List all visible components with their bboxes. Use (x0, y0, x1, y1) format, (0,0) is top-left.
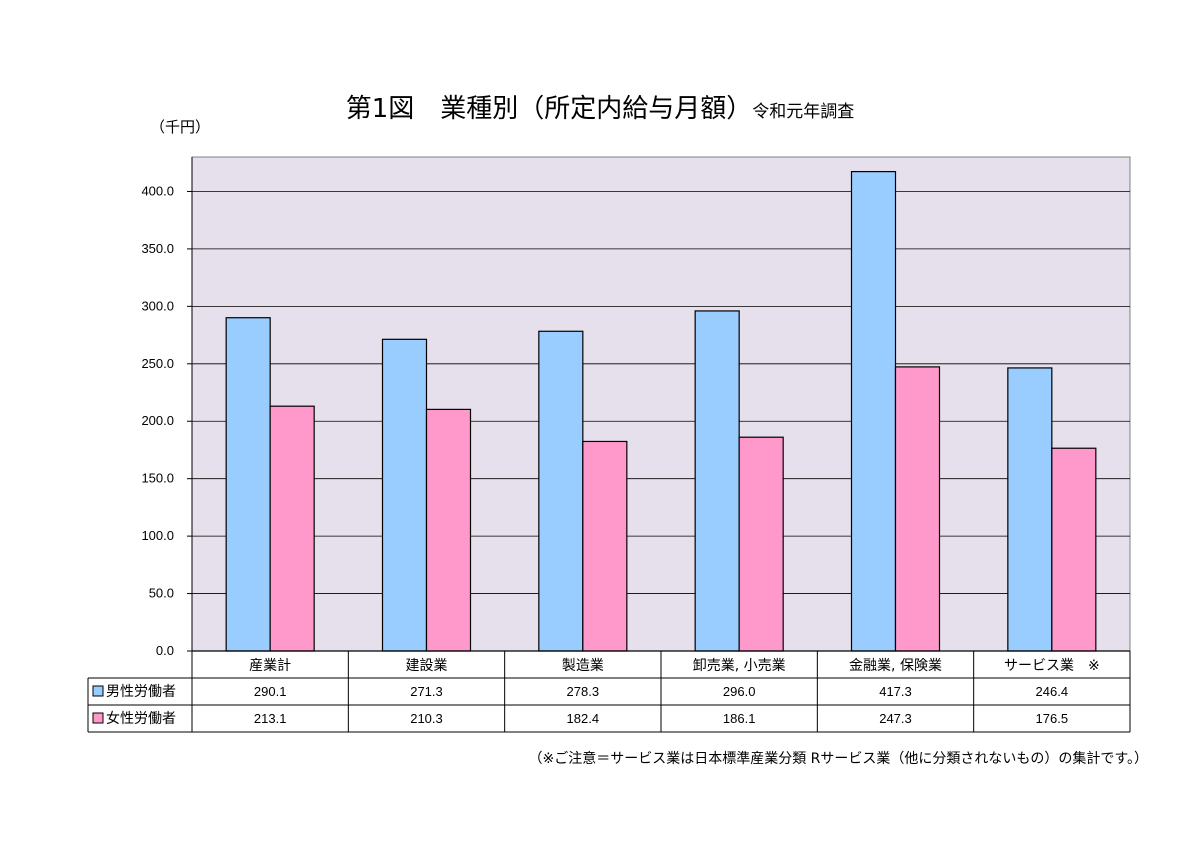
legend-key-female (92, 712, 104, 724)
bar-female (269, 405, 315, 652)
chart-title-main: 第1図 業種別（所定内給与月額） (345, 94, 753, 124)
data-label: 176.5 (1036, 711, 1069, 726)
chart-title-sub: 令和元年調査 (752, 102, 855, 122)
bar-male (225, 317, 271, 652)
legend-key-male (92, 685, 104, 697)
y-tick-label: 350.0 (141, 241, 174, 256)
x-category-label: 卸売業, 小売業 (693, 658, 786, 674)
y-tick-label: 100.0 (141, 528, 174, 543)
y-tick-label: 300.0 (141, 298, 174, 313)
data-label: 417.3 (879, 684, 912, 699)
legend-label-male: 男性労働者 (106, 684, 176, 700)
data-label: 246.4 (1036, 684, 1069, 699)
x-category-label: 産業計 (249, 658, 291, 674)
y-tick-label: 50.0 (149, 586, 174, 601)
bar-male (538, 330, 584, 652)
data-label: 290.1 (254, 684, 287, 699)
legend-label-female: 女性労働者 (106, 710, 176, 727)
x-category-label: 製造業 (562, 658, 604, 674)
chart-title: 第1図 業種別（所定内給与月額）令和元年調査 (0, 88, 1200, 125)
y-axis-unit-label: （千円） (150, 118, 211, 136)
data-label: 213.1 (254, 711, 287, 726)
data-label: 296.0 (723, 684, 756, 699)
y-tick-label: 400.0 (141, 183, 174, 198)
data-label: 182.4 (567, 711, 600, 726)
x-category-label: サービス業 ※ (1004, 658, 1100, 674)
data-label: 278.3 (567, 684, 600, 699)
bar-male (850, 170, 897, 652)
bar-male (1007, 367, 1053, 652)
data-label: 247.3 (879, 711, 912, 726)
bar-female (425, 408, 472, 652)
y-tick-label: 200.0 (141, 413, 174, 428)
data-label: 210.3 (410, 711, 443, 726)
bar-male (694, 310, 740, 652)
data-label: 186.1 (723, 711, 756, 726)
x-category-label: 金融業, 保険業 (849, 658, 942, 674)
data-label: 271.3 (410, 684, 443, 699)
y-tick-label: 250.0 (141, 356, 174, 371)
bar-female (1051, 447, 1097, 652)
bar-female (582, 440, 628, 652)
y-tick-label: 0.0 (156, 643, 174, 658)
bar-male (381, 338, 428, 652)
footnote: （※ご注意＝サービス業は日本標準産業分類 Rサービス業（他に分類されないもの）の… (528, 751, 1148, 767)
plot-area (191, 156, 1131, 652)
bar-female (894, 366, 941, 652)
y-tick-label: 150.0 (141, 471, 174, 486)
bar-female (738, 436, 784, 652)
x-category-label: 建設業 (406, 658, 448, 674)
